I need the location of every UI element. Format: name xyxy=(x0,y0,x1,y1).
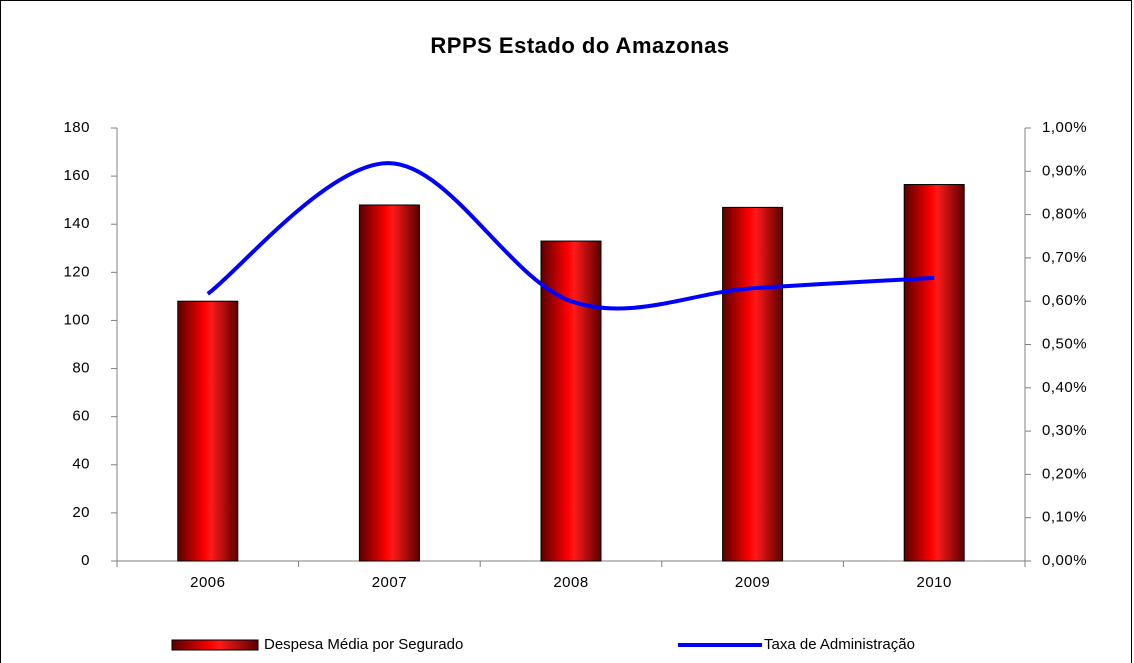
y-tick-label: 80 xyxy=(72,360,90,377)
chart-title: RPPS Estado do Amazonas xyxy=(430,33,729,58)
x-tick-label: 2009 xyxy=(735,574,770,591)
x-tick-label: 2008 xyxy=(553,574,588,591)
y2-tick-label: 0,10% xyxy=(1042,509,1087,526)
y-tick-label: 0 xyxy=(81,552,90,569)
y-tick-label: 180 xyxy=(63,119,90,136)
y-tick-label: 40 xyxy=(72,456,90,473)
y2-tick-label: 1,00% xyxy=(1042,119,1087,136)
y-tick-label: 140 xyxy=(63,215,90,232)
y2-tick-label: 0,80% xyxy=(1042,206,1087,223)
y-tick-label: 160 xyxy=(63,167,90,184)
x-tick-label: 2010 xyxy=(917,574,952,591)
x-tick-label: 2007 xyxy=(372,574,407,591)
line xyxy=(206,161,935,311)
y2-tick-label: 0,90% xyxy=(1042,162,1087,179)
y2-tick-label: 0,50% xyxy=(1042,335,1087,352)
x-tick-label: 2006 xyxy=(190,574,225,591)
y2-tick-label: 0,00% xyxy=(1042,552,1087,569)
y-tick-label: 60 xyxy=(72,408,90,425)
y2-tick-label: 0,70% xyxy=(1042,249,1087,266)
y-tick-label: 120 xyxy=(63,263,90,280)
bar xyxy=(722,206,784,562)
legend-label: Taxa de Administração xyxy=(764,636,915,653)
y2-tick-label: 0,30% xyxy=(1042,422,1087,439)
bar xyxy=(358,204,420,562)
bar xyxy=(540,240,602,562)
y2-tick-label: 0,20% xyxy=(1042,465,1087,482)
y-tick-label: 100 xyxy=(63,311,90,328)
bar xyxy=(903,184,965,562)
y2-tick-label: 0,40% xyxy=(1042,379,1087,396)
y-tick-label: 20 xyxy=(72,504,90,521)
bar xyxy=(177,300,239,562)
legend-swatch xyxy=(171,639,259,651)
y2-tick-label: 0,60% xyxy=(1042,292,1087,309)
legend-label: Despesa Média por Segurado xyxy=(264,636,463,653)
